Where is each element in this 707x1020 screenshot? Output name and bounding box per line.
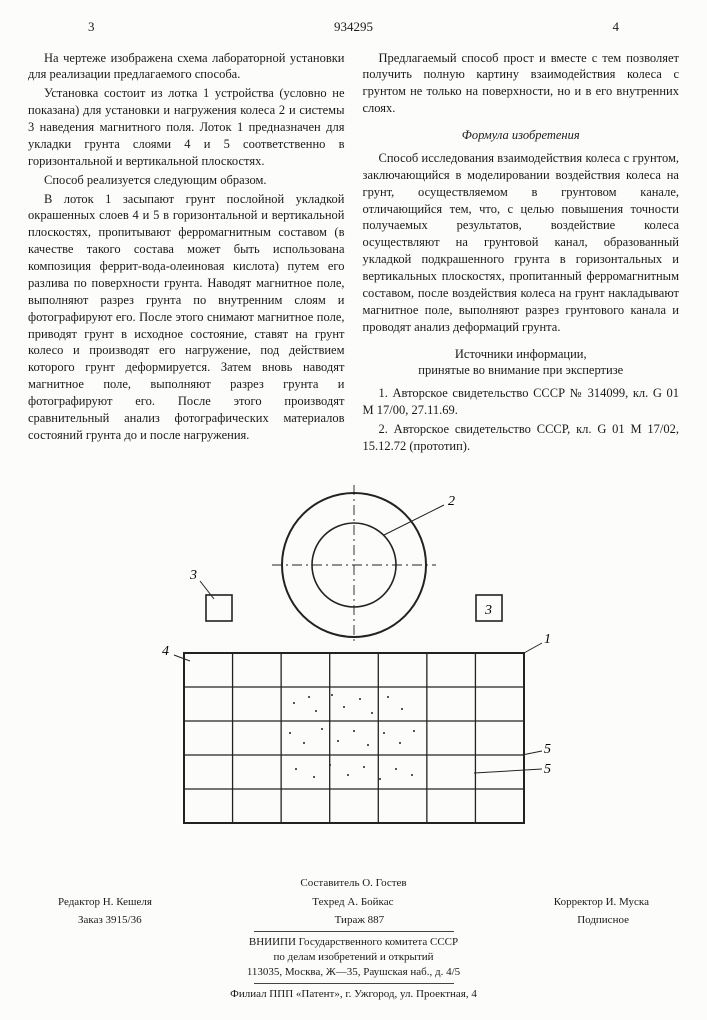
paragraph: На чертеже изображена схема лабораторной… <box>28 50 345 84</box>
tirazh: Тираж 887 <box>335 913 385 928</box>
magnet-box-left <box>206 595 232 621</box>
paragraph: Способ реализуется следующим образом. <box>28 172 345 189</box>
label-5a: 5 <box>544 742 551 757</box>
leader-line <box>474 769 542 773</box>
figure-diagram: 3 3 2 <box>144 475 564 860</box>
label-1: 1 <box>544 632 551 647</box>
org-line1: ВНИИПИ Государственного комитета СССР <box>28 935 679 950</box>
credits-row: Редактор Н. Кешеля Техред А. Бойкас Корр… <box>28 895 679 910</box>
order-number: Заказ 3915/36 <box>78 913 142 928</box>
leader-line <box>524 643 542 653</box>
order-row: Заказ 3915/36 Тираж 887 Подписное <box>28 913 679 928</box>
soil-grid <box>184 653 524 823</box>
formula-heading: Формула изобретения <box>363 127 680 144</box>
label-5b: 5 <box>544 762 551 777</box>
diagram-svg: 3 3 2 <box>144 475 564 855</box>
techred-credit: Техред А. Бойкас <box>312 895 393 910</box>
podpisnoe: Подписное <box>577 913 629 928</box>
editor-credit: Редактор Н. Кешеля <box>58 895 152 910</box>
patent-number: 934295 <box>95 18 613 36</box>
corrector-credit: Корректор И. Муска <box>554 895 649 910</box>
leader-line <box>174 655 190 661</box>
paragraph: Способ исследования взаимодействия колес… <box>363 150 680 336</box>
sources-heading: Источники информации, принятые во вниман… <box>363 346 680 380</box>
label-2: 2 <box>448 494 455 509</box>
address-2: Филиал ППП «Патент», г. Ужгород, ул. Про… <box>28 987 679 1002</box>
paragraph: Предлагаемый способ прост и вместе с тем… <box>363 50 680 118</box>
paragraph: Установка состоит из лотка 1 устройства … <box>28 85 345 169</box>
paragraph: В лоток 1 засыпают грунт послойной уклад… <box>28 191 345 444</box>
left-column: На чертеже изображена схема лабораторной… <box>28 50 345 457</box>
org-line2: по делам изобретений и открытий <box>28 950 679 965</box>
label-3-left: 3 <box>189 568 197 583</box>
compiler-credit: Составитель О. Гостев <box>28 876 679 891</box>
source-item: 2. Авторское свидетельство СССР, кл. G 0… <box>363 421 680 455</box>
page-number-right: 4 <box>613 18 620 36</box>
right-column: Предлагаемый способ прост и вместе с тем… <box>363 50 680 457</box>
leader-line <box>200 581 214 599</box>
label-3-right: 3 <box>484 603 492 618</box>
leader-line <box>384 505 444 535</box>
footer-block: Составитель О. Гостев Редактор Н. Кешеля… <box>28 876 679 1002</box>
text-columns: На чертеже изображена схема лабораторной… <box>28 50 679 457</box>
soil-dots <box>289 694 415 780</box>
page-header: 3 934295 4 <box>28 18 679 36</box>
address-1: 113035, Москва, Ж—35, Раушская наб., д. … <box>28 965 679 980</box>
source-item: 1. Авторское свидетельство СССР № 314099… <box>363 385 680 419</box>
label-4: 4 <box>162 644 169 659</box>
